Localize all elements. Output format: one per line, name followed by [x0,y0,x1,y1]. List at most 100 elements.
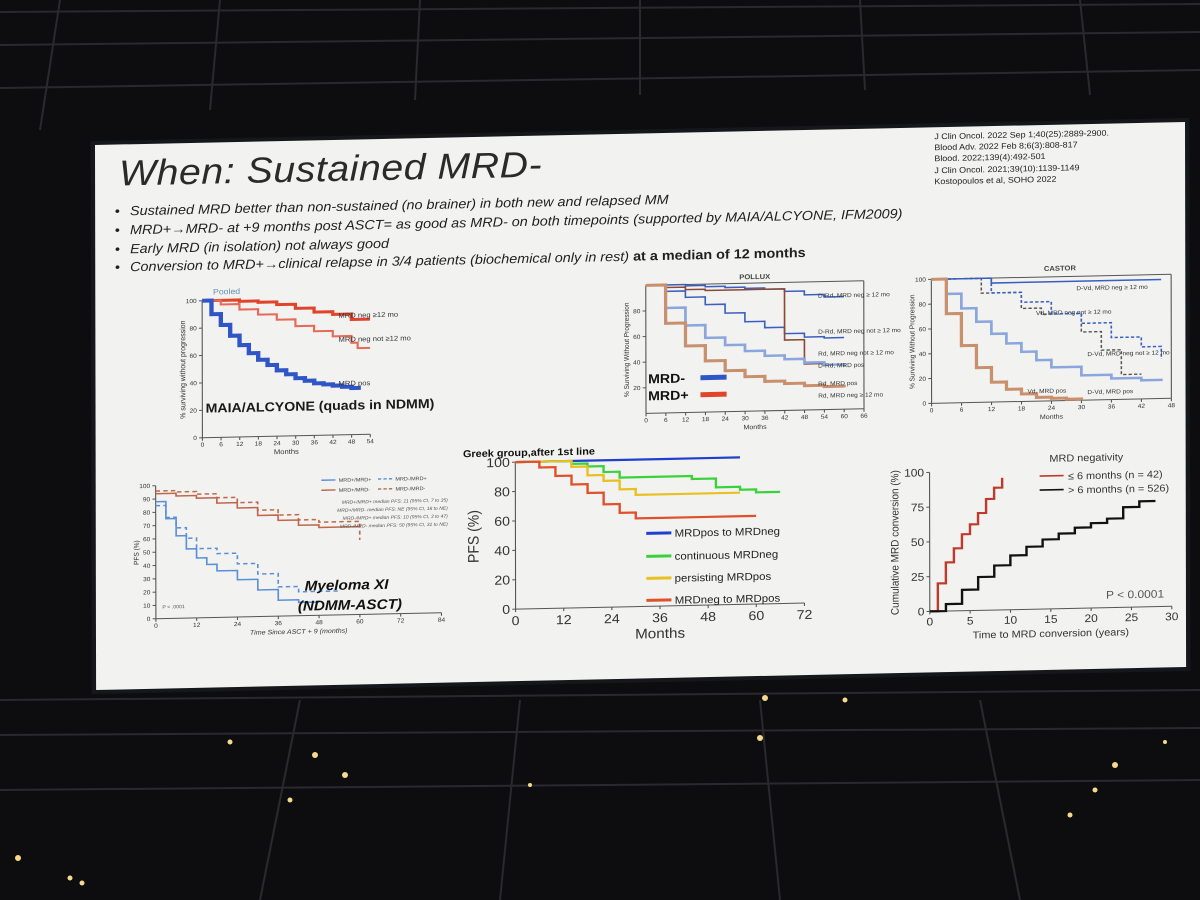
x-tick-label: 60 [356,619,364,626]
y-tick-label: 90 [143,496,151,503]
x-tick-label: 30 [292,440,300,447]
legend-label: persisting MRDpos [675,571,772,585]
series-label: D-Vd, MRD pos [1087,388,1133,396]
legend-swatch [646,598,672,602]
series-line [645,284,845,339]
x-tick-label: 12 [193,622,201,629]
legend-title: MRD negativity [1049,453,1124,465]
legend-swatch [646,576,672,580]
y-tick-label: 20 [494,573,510,588]
y-tick-label: 20 [190,408,198,415]
legend-swatch-mrd-pos [700,391,727,398]
y-tick-label: 60 [190,353,198,360]
series-line [202,298,361,391]
x-tick-label: 18 [1018,406,1026,413]
y-axis-label: % Surviving Without Progression [909,294,916,389]
series-label: Rd, MRD pos [818,380,857,388]
chart-pollux: 0 6 12 18 24 30 36 42 48 54 60 66 20 40 60 80 Months % Su… [624,268,902,439]
chart-overlay-label: Myeloma XI [305,577,390,594]
chart-pollux-svg: 0 6 12 18 24 30 36 42 48 54 60 66 20 40 60 80 Months % Su… [624,272,902,431]
x-tick-label: 54 [821,414,829,421]
p-value-label: P < .0001 [162,604,185,610]
x-tick-label: 48 [1168,402,1176,409]
chart-mrd-conversion: 0 5 10 15 20 25 30 0 25 50 75 100 Time to MRD conver… [848,447,1181,644]
legend-label-mrd-neg: MRD- [648,371,685,386]
x-tick-label: 24 [604,611,620,626]
legend-label: MRD+/MRD+ [339,477,372,483]
series-label: D-Rd, MRD neg ≥ 12 mo [818,291,890,299]
x-tick-label: 24 [722,416,730,423]
series-line [202,299,371,350]
presentation-slide: When: Sustained MRD- J Clin Oncol. 2022 … [95,122,1187,690]
legend-label: continuous MRDneg [675,549,779,563]
x-tick-label: 36 [1108,404,1116,411]
y-tick-label: 60 [919,326,927,333]
slide-title: When: Sustained MRD- [118,143,543,194]
y-tick-label: 40 [919,351,927,358]
x-tick-label: 18 [255,441,263,448]
x-tick-label: 42 [781,415,789,422]
chart-overlay-label: MAIA/ALCYONE (quads in NDMM) [206,396,435,415]
series-line [155,489,361,540]
legend-label: > 6 months (n = 526) [1068,484,1169,497]
x-tick-label: 0 [512,614,520,629]
median-annotation: MRD+/MRD+ median PFS: 11 (95% CI, 7 to 3… [342,498,448,506]
series-line [645,283,844,298]
series-label: MRD pos [339,379,371,388]
y-tick-label: 70 [143,523,151,530]
y-tick-label: 0 [147,616,151,623]
chart-title: Greek group,after 1st line [463,447,595,460]
series-label: MRD neg ≥12 mo [338,310,398,320]
series-line [931,277,1163,359]
x-tick-label: 24 [234,621,242,628]
x-tick-label: 10 [1004,615,1017,627]
y-tick-label: 75 [911,503,924,515]
x-tick-label: 48 [700,609,716,624]
y-tick-label: 60 [494,514,510,529]
chart-mrd-conversion-svg: 0 5 10 15 20 25 30 0 25 50 75 100 Time to MRD conver… [890,453,1178,642]
y-tick-label: 100 [915,277,926,284]
x-tick-label: 6 [219,442,223,449]
y-tick-label: 0 [193,435,197,442]
legend-swatch-mrd-neg [700,374,727,381]
y-tick-label: 80 [189,326,197,333]
y-tick-label: 100 [486,455,510,470]
y-tick-label: 80 [143,510,151,517]
median-annotation: MRD-/MRD- median PFS: 50 (95% CI, 31 to … [340,522,448,530]
x-axis-label: Time Since ASCT + 9 (months) [250,628,348,637]
y-tick-label: 0 [502,602,510,617]
legend-label: MRD-/MRD+ [395,476,426,482]
x-tick-label: 48 [801,414,809,421]
chart-greek-group-svg: 0 12 24 36 48 60 72 0 20 40 60 80 100 Months PFS (%) Gr… [463,447,812,643]
x-tick-label: 54 [367,438,375,445]
x-axis-line [155,612,442,620]
series-label: D-Rd, MRD neg not ≥ 12 mo [818,327,901,335]
series-line [202,298,371,322]
series-line [931,277,1084,401]
y-tick-label: 10 [143,603,151,610]
x-tick-label: 0 [201,442,205,449]
x-axis-line [646,408,865,414]
x-tick-label: 24 [1048,405,1056,412]
x-tick-label: 0 [154,623,158,630]
legend-swatch [646,531,672,535]
y-tick-label: 40 [633,360,641,367]
y-tick-label: 40 [143,563,151,570]
y-tick-label: 100 [139,483,150,490]
x-tick-label: 42 [1138,403,1146,410]
chart-castor-svg: 0 6 12 18 24 30 36 42 48 0 20 40 60 80 100 Months % Surv… [909,264,1176,421]
y-tick-label: 25 [911,572,924,584]
chart-myeloma-xi: 0 12 24 36 48 60 72 84 0 10 20 30 40 50 60 70 80 90 100 Tim… [101,468,450,655]
x-tick-label: 30 [741,415,749,422]
x-tick-label: 36 [761,415,769,422]
x-tick-label: 12 [556,612,572,627]
p-value-label: P < 0.0001 [1106,589,1164,602]
series-line [931,277,1162,284]
x-tick-label: 66 [860,413,868,420]
series-line [931,277,1142,376]
x-tick-label: 12 [236,441,244,448]
legend-label-mrd-pos: MRD+ [648,388,689,403]
median-annotation: MRD+/MRD- median PFS: NE (95% CI, 18 to … [337,506,448,514]
x-tick-label: 48 [348,439,356,446]
y-tick-label: 0 [922,401,926,408]
